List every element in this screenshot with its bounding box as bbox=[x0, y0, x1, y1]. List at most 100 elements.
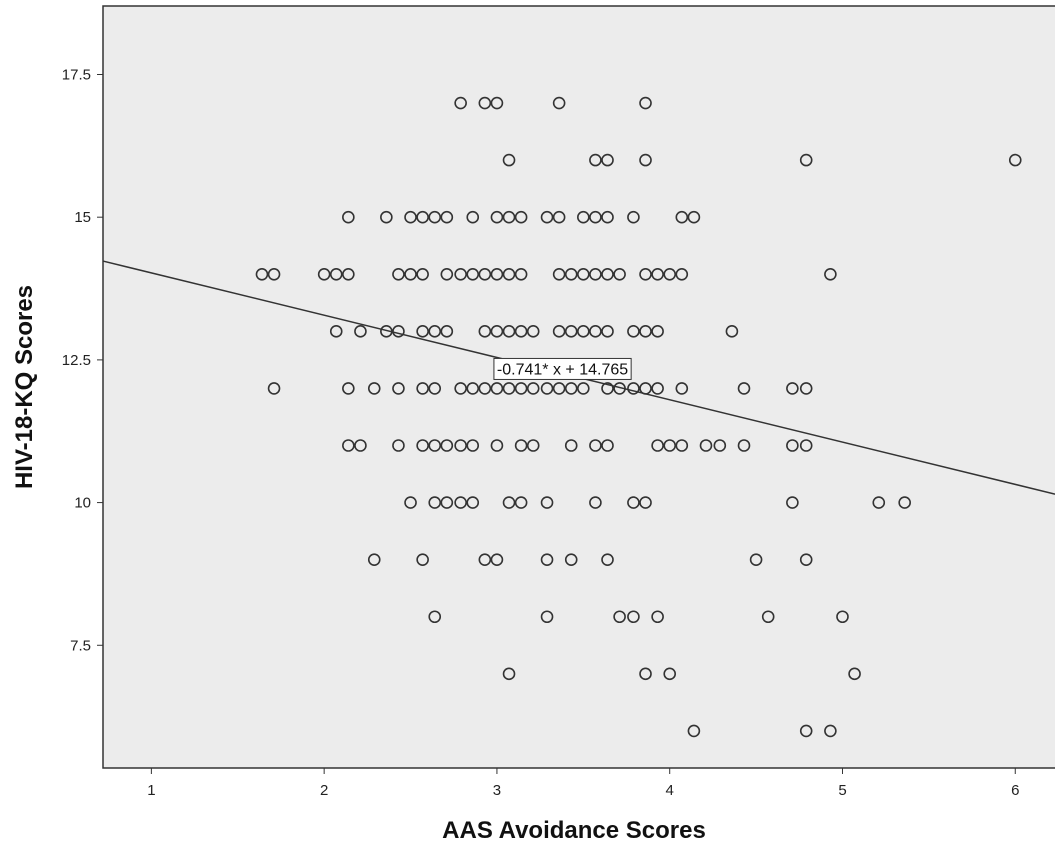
data-point bbox=[342, 382, 355, 395]
data-point bbox=[898, 496, 911, 509]
data-point bbox=[627, 325, 640, 338]
data-point bbox=[651, 439, 664, 452]
data-point bbox=[526, 325, 540, 338]
data-point bbox=[416, 553, 429, 566]
data-point bbox=[428, 382, 442, 395]
data-point bbox=[651, 610, 664, 624]
y-tick-label: 12.5 bbox=[62, 352, 91, 369]
data-point bbox=[392, 267, 405, 281]
data-point bbox=[786, 439, 799, 452]
data-point bbox=[428, 610, 442, 624]
data-point bbox=[454, 496, 467, 509]
data-point bbox=[416, 439, 429, 452]
data-point bbox=[428, 496, 442, 509]
data-point bbox=[577, 325, 590, 338]
data-point bbox=[613, 267, 626, 281]
data-point bbox=[552, 325, 566, 338]
data-point bbox=[404, 267, 417, 281]
data-point bbox=[354, 439, 367, 452]
data-point bbox=[404, 496, 417, 509]
data-point bbox=[725, 325, 739, 338]
data-point bbox=[502, 382, 516, 395]
data-point bbox=[639, 96, 652, 110]
data-point bbox=[601, 382, 614, 395]
data-point bbox=[416, 325, 429, 338]
data-point bbox=[440, 325, 454, 338]
data-point bbox=[490, 325, 504, 338]
data-point bbox=[490, 96, 504, 110]
data-point bbox=[687, 210, 701, 224]
data-point bbox=[440, 496, 454, 509]
equation-label: -0.741* x + 14.765 bbox=[497, 361, 628, 378]
data-point bbox=[786, 382, 799, 395]
data-point bbox=[613, 382, 626, 395]
data-point bbox=[329, 325, 343, 338]
data-point bbox=[627, 496, 640, 509]
data-point bbox=[367, 553, 381, 566]
data-point bbox=[589, 267, 602, 281]
x-axis-title: AAS Avoidance Scores bbox=[442, 817, 706, 844]
data-point bbox=[589, 439, 602, 452]
data-point bbox=[651, 325, 664, 338]
data-point bbox=[502, 267, 516, 281]
x-tick-label: 4 bbox=[666, 782, 674, 799]
data-point bbox=[342, 267, 355, 281]
y-tick-label: 15 bbox=[74, 209, 91, 226]
y-axis-title: HIV-18-KQ Scores bbox=[11, 285, 38, 489]
data-point bbox=[848, 667, 861, 681]
plot-area bbox=[102, 5, 1055, 769]
data-point bbox=[799, 382, 813, 395]
data-point bbox=[872, 496, 886, 509]
x-tick-label: 3 bbox=[493, 782, 501, 799]
data-point bbox=[687, 724, 701, 738]
data-point bbox=[380, 210, 393, 224]
data-point bbox=[440, 439, 454, 452]
data-point bbox=[589, 325, 602, 338]
data-point bbox=[466, 267, 480, 281]
data-point bbox=[663, 439, 677, 452]
data-point bbox=[490, 553, 504, 566]
data-point bbox=[342, 439, 355, 452]
data-point bbox=[577, 267, 590, 281]
data-point bbox=[502, 667, 516, 681]
data-point bbox=[713, 439, 727, 452]
data-point bbox=[392, 382, 405, 395]
data-point bbox=[589, 496, 602, 509]
data-point bbox=[416, 210, 429, 224]
data-point bbox=[454, 439, 467, 452]
data-point bbox=[601, 439, 614, 452]
data-point bbox=[466, 382, 480, 395]
data-point bbox=[737, 382, 751, 395]
data-point bbox=[454, 96, 467, 110]
data-point bbox=[675, 267, 689, 281]
data-point bbox=[466, 496, 480, 509]
x-tick-label: 5 bbox=[838, 782, 846, 799]
data-point bbox=[502, 153, 516, 167]
data-point bbox=[627, 610, 640, 624]
data-point bbox=[824, 724, 837, 738]
data-point bbox=[342, 210, 355, 224]
data-point bbox=[440, 267, 454, 281]
data-point bbox=[540, 382, 554, 395]
data-point bbox=[799, 153, 813, 167]
data-point bbox=[601, 325, 614, 338]
data-point bbox=[627, 210, 640, 224]
data-point bbox=[428, 439, 442, 452]
data-point bbox=[639, 382, 652, 395]
data-point bbox=[540, 496, 554, 509]
data-point bbox=[824, 267, 837, 281]
data-point bbox=[490, 382, 504, 395]
data-point bbox=[639, 267, 652, 281]
data-point bbox=[514, 210, 528, 224]
data-point bbox=[639, 325, 652, 338]
data-point bbox=[502, 325, 516, 338]
data-point bbox=[490, 267, 504, 281]
data-point bbox=[737, 439, 751, 452]
data-point bbox=[589, 210, 602, 224]
data-point bbox=[540, 610, 554, 624]
data-point bbox=[478, 325, 492, 338]
data-point bbox=[478, 553, 492, 566]
data-point bbox=[466, 439, 480, 452]
data-point bbox=[799, 553, 813, 566]
